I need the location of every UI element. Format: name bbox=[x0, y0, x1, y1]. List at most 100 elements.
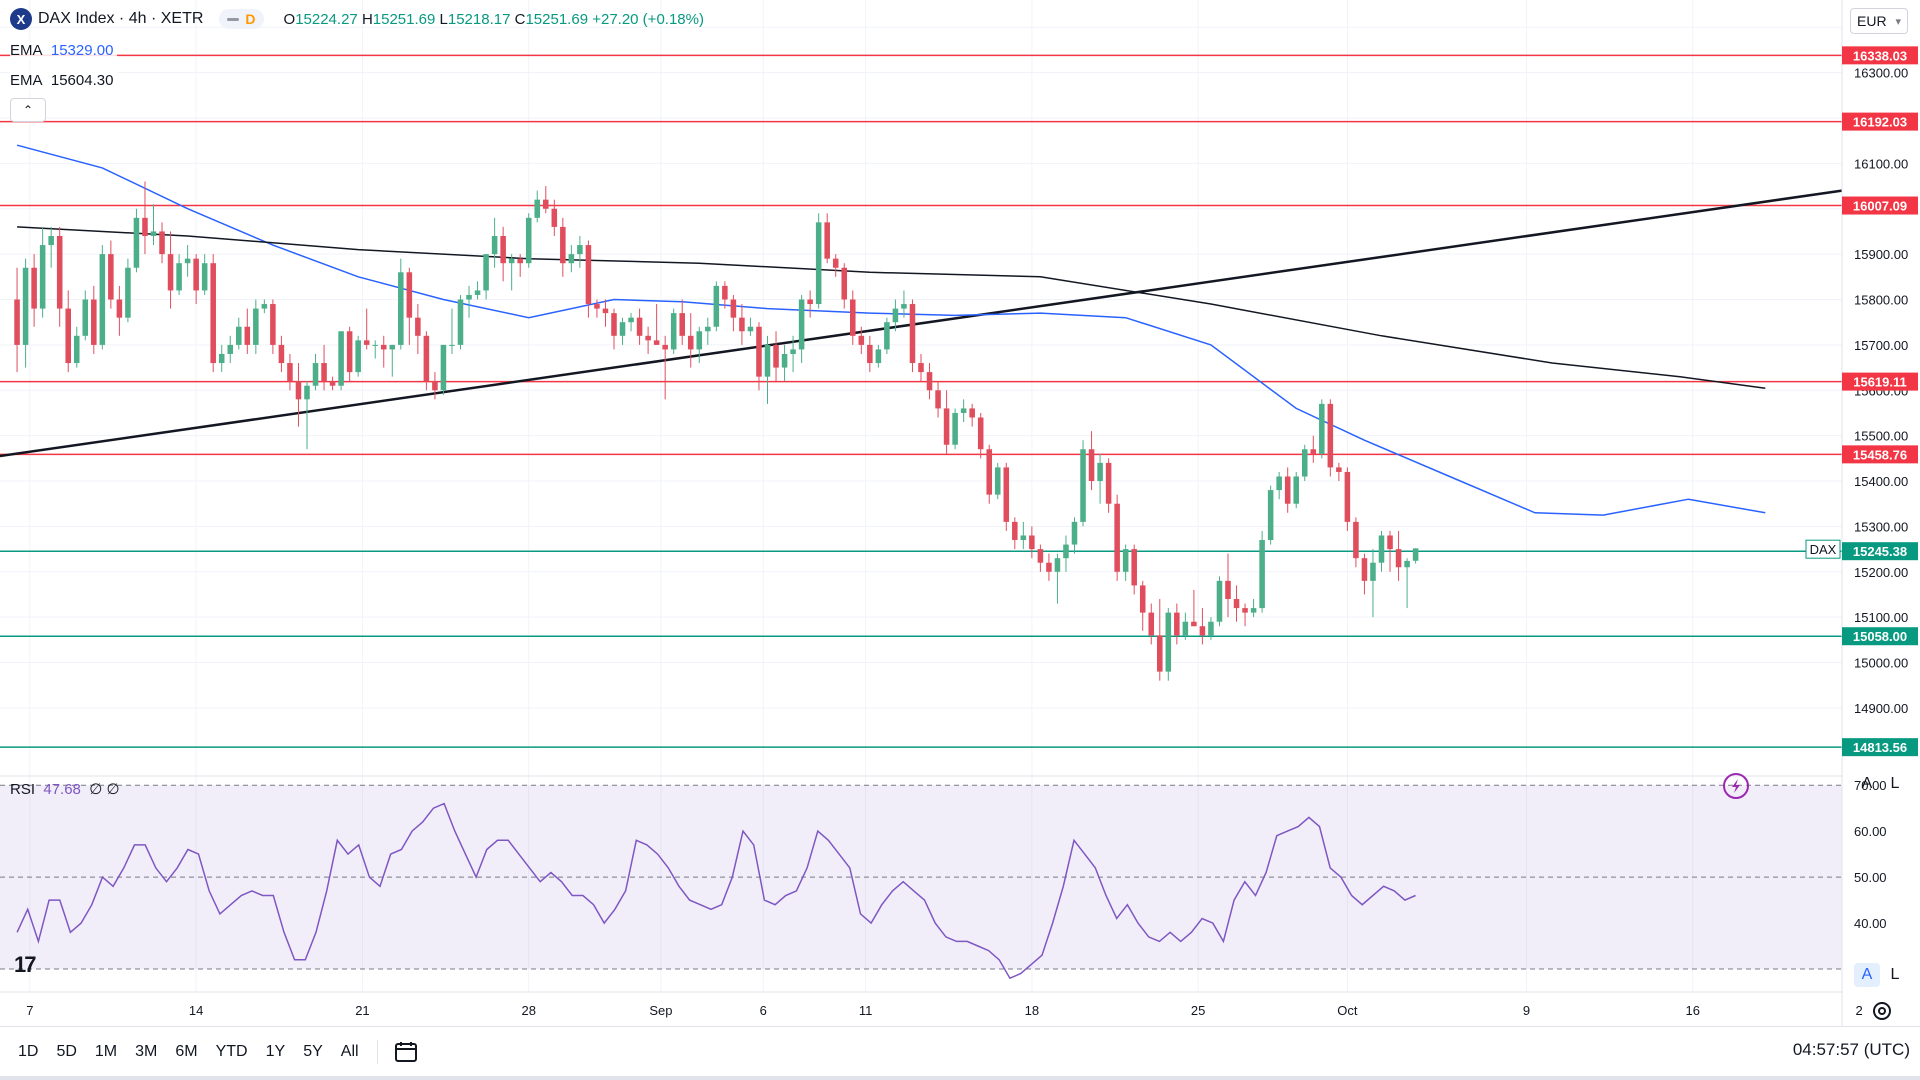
log-scale-button[interactable]: L bbox=[1890, 775, 1900, 792]
candle bbox=[500, 226, 506, 282]
candle-body bbox=[901, 304, 907, 309]
candle bbox=[82, 290, 89, 341]
candle-body bbox=[1344, 471, 1351, 522]
candle bbox=[1301, 444, 1308, 482]
candle bbox=[483, 254, 489, 300]
gear-icon[interactable] bbox=[1873, 1002, 1891, 1020]
time-tick-label: 6 bbox=[760, 1003, 767, 1018]
close-value: 15251.69 bbox=[525, 10, 589, 28]
candle-body bbox=[133, 217, 140, 268]
auto-scale-button[interactable]: A bbox=[1861, 775, 1873, 792]
candle bbox=[1395, 530, 1402, 581]
candle-body bbox=[645, 335, 651, 341]
collapse-legend-button[interactable]: ⌃ bbox=[10, 98, 46, 122]
rsi-extra-2: ∅ bbox=[106, 781, 120, 798]
candle-body bbox=[483, 254, 489, 291]
candle-body bbox=[1284, 476, 1291, 504]
candle-body bbox=[1336, 467, 1342, 472]
price-tick-label: 15200.00 bbox=[1854, 565, 1908, 580]
rsi-log-scale-button[interactable]: L bbox=[1890, 966, 1900, 983]
ema-fast-value: 15329.00 bbox=[50, 42, 114, 59]
candle bbox=[1080, 440, 1086, 527]
level-tag bbox=[1842, 196, 1918, 215]
candle-body bbox=[918, 363, 924, 373]
calendar-range-icon[interactable] bbox=[394, 1040, 418, 1064]
candle bbox=[372, 340, 378, 359]
candle bbox=[1336, 462, 1342, 482]
rsi-tick-label: 70.00 bbox=[1854, 778, 1887, 793]
time-tick-label: 2 bbox=[1855, 1003, 1862, 1018]
ema-slow-legend[interactable]: EMA 15604.30 bbox=[10, 71, 118, 90]
candle bbox=[184, 245, 191, 277]
range-1m[interactable]: 1M bbox=[94, 1043, 118, 1060]
candle bbox=[210, 254, 216, 373]
trendline[interactable] bbox=[0, 189, 1843, 458]
candle bbox=[713, 281, 720, 332]
candle-body bbox=[227, 344, 234, 354]
candle bbox=[278, 335, 285, 373]
candle-body bbox=[278, 344, 285, 364]
chart-canvas[interactable]: DAX14900.0015000.0015100.0015200.0015300… bbox=[0, 0, 1920, 1026]
range-6m[interactable]: 6M bbox=[175, 1043, 198, 1060]
lightning-icon[interactable] bbox=[1723, 773, 1749, 799]
candle bbox=[1071, 517, 1078, 554]
candle bbox=[1370, 549, 1376, 618]
candle bbox=[722, 281, 728, 309]
candle-body bbox=[577, 245, 583, 255]
tradingview-logo[interactable]: 17 bbox=[14, 952, 37, 977]
level-label: 15458.76 bbox=[1853, 447, 1907, 462]
candle bbox=[1114, 494, 1120, 581]
candle bbox=[850, 290, 856, 345]
candle-body bbox=[585, 245, 592, 305]
currency-select[interactable]: EUR ▾ bbox=[1850, 8, 1908, 34]
rsi-legend[interactable]: RSI 47.68 ∅ ∅ bbox=[10, 780, 120, 798]
range-ytd[interactable]: YTD bbox=[215, 1043, 248, 1060]
candle-body bbox=[790, 349, 796, 354]
candle bbox=[1284, 467, 1291, 513]
candle-body bbox=[1301, 449, 1308, 477]
candle-body bbox=[1361, 558, 1368, 581]
candle-body bbox=[1319, 403, 1325, 454]
candle-body bbox=[167, 254, 174, 291]
candle-body bbox=[1387, 535, 1393, 550]
candle bbox=[1191, 589, 1197, 627]
candle-body bbox=[329, 381, 336, 386]
candle-body bbox=[764, 344, 771, 377]
candle bbox=[952, 408, 958, 450]
candle bbox=[338, 331, 344, 391]
candle-body bbox=[380, 344, 387, 350]
candle-body bbox=[832, 258, 839, 268]
candle-body bbox=[986, 449, 992, 495]
candle bbox=[525, 213, 532, 268]
range-1y[interactable]: 1Y bbox=[265, 1043, 286, 1060]
range-1d[interactable]: 1D bbox=[18, 1043, 39, 1060]
level-label: 15245.38 bbox=[1853, 544, 1907, 559]
interval-pill[interactable]: D bbox=[219, 9, 264, 29]
ema-fast-legend[interactable]: EMA 15329.00 bbox=[10, 41, 118, 60]
candle-body bbox=[1199, 626, 1206, 636]
range-all[interactable]: All bbox=[340, 1043, 359, 1060]
candle-body bbox=[398, 272, 404, 345]
range-5d[interactable]: 5D bbox=[56, 1043, 77, 1060]
candle-body bbox=[884, 322, 890, 350]
rsi-tick-label: 60.00 bbox=[1854, 824, 1887, 839]
candle-body bbox=[1216, 580, 1223, 622]
close-icon-logo[interactable]: X bbox=[10, 8, 32, 30]
candle bbox=[594, 299, 600, 318]
utc-clock[interactable]: 04:57:57 (UTC) bbox=[1792, 1040, 1910, 1059]
candle-body bbox=[662, 344, 668, 350]
candle-body bbox=[218, 353, 225, 364]
candle-body bbox=[1165, 612, 1172, 672]
candle bbox=[517, 254, 523, 277]
symbol-title[interactable]: DAX Index · 4h · XETR bbox=[38, 10, 204, 27]
candle bbox=[662, 335, 668, 400]
candle-body bbox=[1259, 540, 1265, 609]
range-3m[interactable]: 3M bbox=[135, 1043, 158, 1060]
rsi-auto-scale-button[interactable]: A bbox=[1854, 963, 1880, 987]
candle-body bbox=[1378, 535, 1385, 563]
candle bbox=[1029, 526, 1035, 559]
range-5y[interactable]: 5Y bbox=[303, 1043, 323, 1060]
candle-body bbox=[321, 363, 327, 382]
candle bbox=[841, 263, 848, 309]
candle bbox=[551, 199, 558, 236]
